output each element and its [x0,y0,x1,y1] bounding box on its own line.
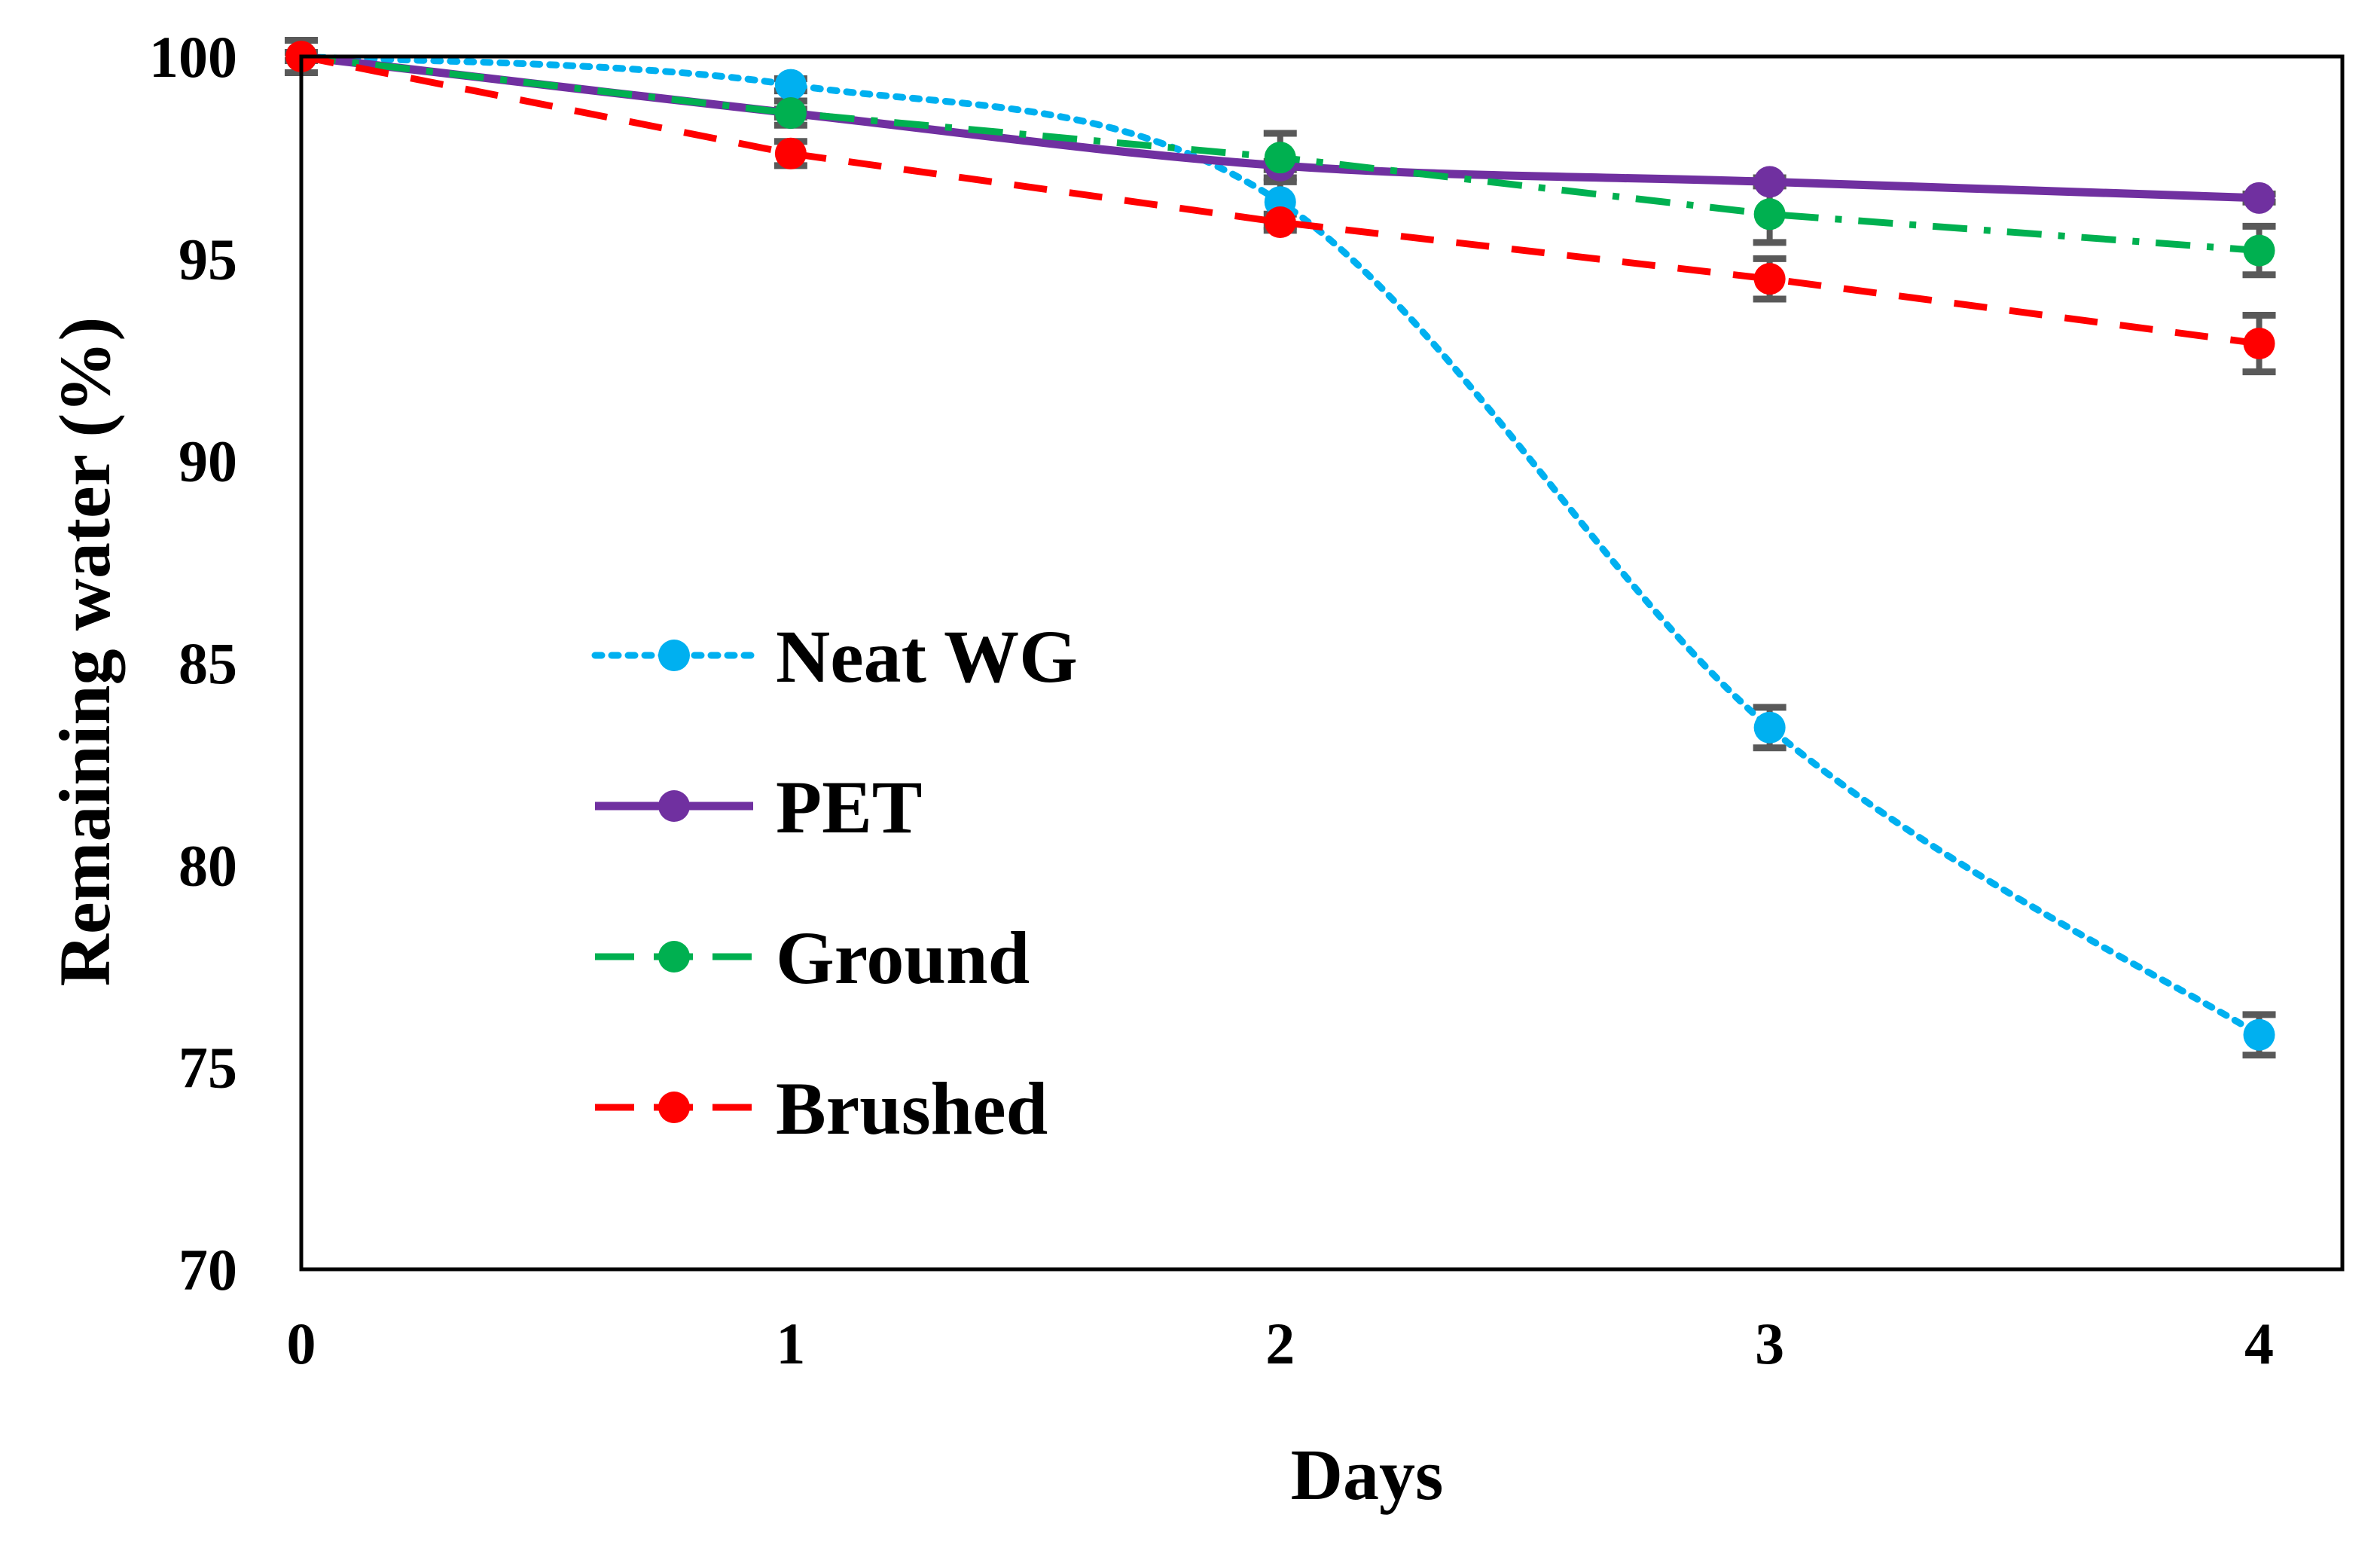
data-point-ground [1264,142,1296,174]
plot-area-frame [299,54,2345,1272]
x-axis-title: Days [1291,1434,1444,1515]
x-tick-label: 3 [1755,1311,1784,1376]
data-point-neat-wg [1753,711,1786,743]
y-tick-label: 95 [178,226,237,292]
y-tick-label: 80 [178,832,237,898]
legend-marker-neat-wg [658,640,690,671]
legend-label-brushed: Brushed [776,1067,1048,1150]
data-point-pet [2243,182,2275,214]
legend-label-neat-wg: Neat WG [776,615,1078,698]
y-axis-ticks: 70 75 80 85 90 95 100 [149,24,237,1302]
series-line-neat-wg [298,53,2263,1039]
legend-label-pet: PET [776,765,922,849]
data-point-brushed [2243,328,2275,360]
x-tick-label: 1 [776,1311,805,1376]
x-tick-label: 0 [287,1311,316,1376]
y-tick-label: 90 [178,429,237,494]
y-tick-label: 100 [149,24,237,90]
data-point-brushed [774,137,807,169]
data-point-ground [774,97,807,130]
data-point-brushed [1753,263,1786,295]
data-point-neat-wg [774,69,807,101]
x-axis-ticks: 0 1 2 3 4 [287,1311,2275,1376]
x-tick-label: 2 [1265,1311,1295,1376]
data-point-neat-wg [2243,1018,2275,1051]
y-tick-label: 70 [178,1237,237,1302]
data-point-ground [1753,198,1786,231]
x-tick-label: 4 [2244,1311,2274,1376]
y-tick-label: 75 [178,1035,237,1101]
data-point-brushed [1264,206,1296,239]
legend: Neat WG PET Ground Brushed [591,615,1078,1150]
series-layer [285,37,2276,1059]
y-axis-title: Remaining water (%) [44,317,125,987]
legend-marker-pet [658,790,690,822]
legend-label-ground: Ground [776,916,1030,1000]
data-point-ground [2243,234,2275,267]
data-point-pet [1753,166,1786,198]
legend-marker-brushed [658,1092,690,1123]
y-tick-label: 85 [178,631,237,696]
legend-marker-ground [658,941,690,972]
